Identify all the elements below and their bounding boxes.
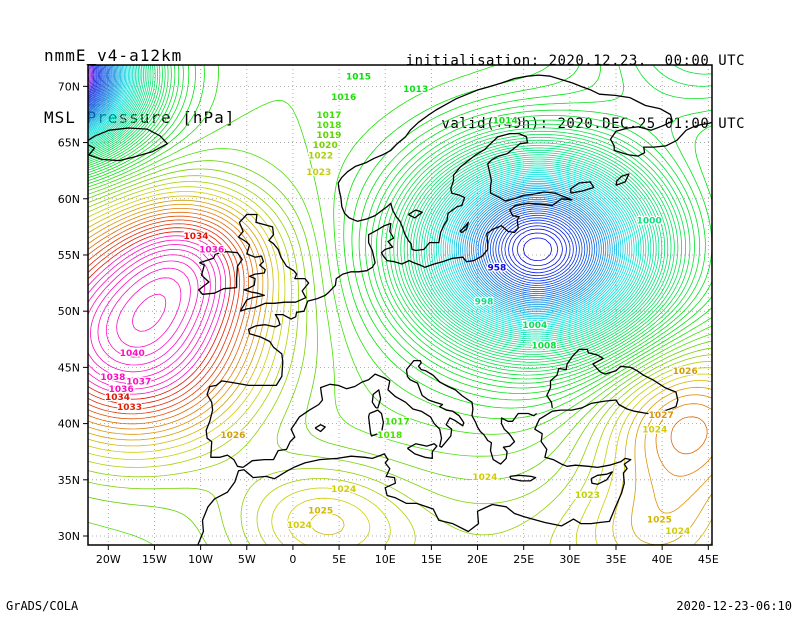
- contour-lines: [88, 65, 712, 545]
- svg-text:1025: 1025: [647, 516, 672, 526]
- svg-text:1024: 1024: [642, 426, 667, 436]
- svg-text:1027: 1027: [649, 411, 674, 421]
- svg-text:1018: 1018: [316, 121, 341, 131]
- svg-text:1025: 1025: [308, 507, 333, 517]
- svg-text:1004: 1004: [522, 321, 547, 331]
- svg-text:1036: 1036: [109, 385, 134, 395]
- svg-text:20W: 20W: [96, 553, 121, 566]
- svg-text:0: 0: [289, 553, 296, 566]
- svg-text:1024: 1024: [331, 485, 356, 495]
- svg-text:15E: 15E: [421, 553, 442, 566]
- creation-timestamp: 2020-12-23-06:10: [676, 599, 792, 613]
- svg-text:50N: 50N: [58, 305, 80, 318]
- svg-text:1034: 1034: [183, 232, 208, 242]
- svg-text:40E: 40E: [652, 553, 673, 566]
- svg-text:1023: 1023: [306, 168, 331, 178]
- svg-text:10W: 10W: [188, 553, 213, 566]
- svg-text:1026: 1026: [220, 431, 245, 441]
- svg-text:1036: 1036: [199, 246, 224, 256]
- svg-text:1038: 1038: [100, 373, 125, 383]
- svg-text:1008: 1008: [531, 341, 556, 351]
- svg-text:958: 958: [488, 264, 507, 274]
- svg-text:5E: 5E: [332, 553, 346, 566]
- svg-text:1015: 1015: [346, 73, 371, 83]
- svg-text:10E: 10E: [375, 553, 396, 566]
- gridlines: [88, 65, 712, 545]
- model-name: nmmE_v4-a12km: [44, 46, 183, 65]
- svg-text:15W: 15W: [142, 553, 167, 566]
- svg-text:35E: 35E: [606, 553, 627, 566]
- svg-text:1017: 1017: [385, 418, 410, 428]
- svg-text:60N: 60N: [58, 193, 80, 206]
- svg-text:20E: 20E: [467, 553, 488, 566]
- svg-text:1019: 1019: [316, 131, 341, 141]
- svg-text:1024: 1024: [472, 473, 497, 483]
- svg-text:1024: 1024: [665, 527, 690, 537]
- axes-and-frame: 20W 15W 10W 5W 0 5E 10E 15E 20E 25E 30E 35E 40E 45E 30…: [58, 64, 719, 566]
- svg-text:1033: 1033: [117, 403, 142, 413]
- svg-text:35N: 35N: [58, 474, 80, 487]
- svg-text:45E: 45E: [698, 553, 719, 566]
- svg-text:1037: 1037: [126, 377, 151, 387]
- svg-text:1026: 1026: [673, 367, 698, 377]
- svg-text:1014: 1014: [493, 117, 518, 127]
- svg-text:1022: 1022: [308, 151, 333, 161]
- svg-text:998: 998: [475, 297, 494, 307]
- svg-text:1018: 1018: [377, 431, 402, 441]
- svg-text:5W: 5W: [238, 553, 256, 566]
- grads-credit: GrADS/COLA: [6, 599, 79, 613]
- svg-text:30E: 30E: [559, 553, 580, 566]
- svg-text:1016: 1016: [331, 93, 356, 103]
- coastlines: [88, 74, 712, 545]
- svg-text:1034: 1034: [105, 393, 130, 403]
- svg-text:45N: 45N: [58, 361, 80, 374]
- svg-text:1017: 1017: [316, 111, 341, 121]
- svg-text:1023: 1023: [575, 491, 600, 501]
- svg-text:65N: 65N: [58, 137, 80, 150]
- svg-text:1020: 1020: [313, 141, 338, 151]
- svg-text:40N: 40N: [58, 418, 80, 431]
- contour-value-labels: 1015101610131014101710181019102010221023…: [99, 71, 699, 538]
- svg-text:30N: 30N: [58, 530, 80, 543]
- svg-text:25E: 25E: [513, 553, 534, 566]
- svg-text:1040: 1040: [120, 349, 145, 359]
- svg-text:1000: 1000: [637, 217, 662, 227]
- svg-text:55N: 55N: [58, 249, 80, 262]
- svg-text:70N: 70N: [58, 80, 80, 93]
- svg-text:1013: 1013: [403, 85, 428, 95]
- svg-text:1024: 1024: [287, 521, 312, 531]
